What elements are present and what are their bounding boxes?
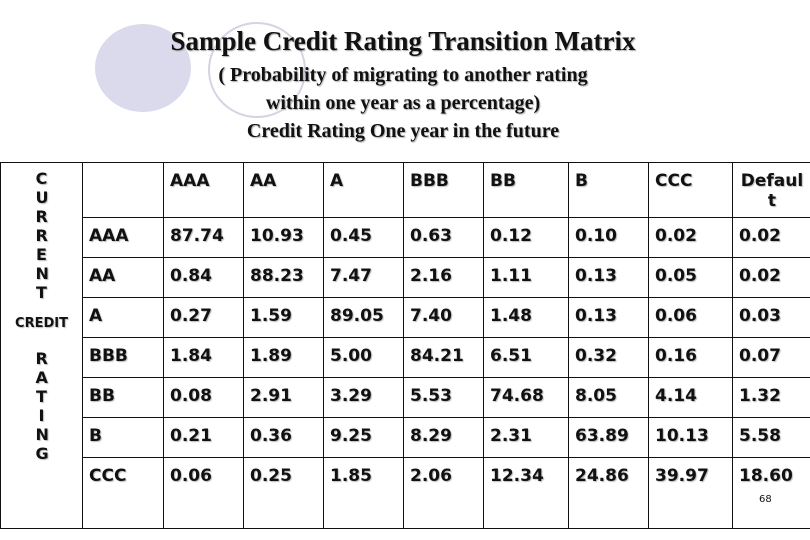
column-header: AA: [243, 162, 324, 218]
table-cell: 0.07: [732, 337, 810, 378]
table-cell: 0.08: [163, 377, 244, 418]
table-cell: 0.36: [243, 417, 324, 458]
cell-value: 18.60: [739, 466, 793, 486]
table-cell: 3.29: [323, 377, 404, 418]
table-row: A 0.27 1.59 89.05 7.40 1.48 0.13 0.06 0.03: [1, 297, 810, 338]
column-header: BB: [483, 162, 569, 218]
column-header: CCC: [648, 162, 733, 218]
table-cell: 8.29: [403, 417, 484, 458]
table-cell: 0.12: [483, 217, 569, 258]
table-cell: 5.58: [732, 417, 810, 458]
transition-matrix-table: CURRENT CREDIT RATING AAA AA A BBB BB B CCC Defaul…: [0, 162, 810, 529]
table-cell: 1.89: [243, 337, 324, 378]
table-cell: 0.13: [568, 257, 649, 298]
table-row: AA 0.84 88.23 7.47 2.16 1.11 0.13 0.05 0.02: [1, 257, 810, 298]
table-cell: 8.05: [568, 377, 649, 418]
table-cell: 74.68: [483, 377, 569, 418]
table-cell: 10.13: [648, 417, 733, 458]
column-header: A: [323, 162, 404, 218]
table-cell: 10.93: [243, 217, 324, 258]
table-cell: 0.25: [243, 457, 324, 529]
table-cell: 2.06: [403, 457, 484, 529]
table-cell: 0.27: [163, 297, 244, 338]
table-cell: 1.85: [323, 457, 404, 529]
table-cell: 0.02: [648, 217, 733, 258]
row-label: A: [82, 297, 164, 338]
table-row: BB 0.08 2.91 3.29 5.53 74.68 8.05 4.14 1.32: [1, 377, 810, 418]
side-label: CURRENT CREDIT RATING: [0, 162, 83, 529]
table-cell: 0.02: [732, 217, 810, 258]
table-cell: 39.97: [648, 457, 733, 529]
table-cell: 0.03: [732, 297, 810, 338]
table-cell: 2.31: [483, 417, 569, 458]
table-cell: 5.00: [323, 337, 404, 378]
subtitle-line-1: ( Probability of migrating to another ra…: [218, 64, 588, 86]
table-cell: 7.40: [403, 297, 484, 338]
column-header: AAA: [163, 162, 244, 218]
table-cell: 0.06: [163, 457, 244, 529]
table-cell: 9.25: [323, 417, 404, 458]
table-cell: 0.21: [163, 417, 244, 458]
table-cell: 0.63: [403, 217, 484, 258]
table-cell: 1.11: [483, 257, 569, 298]
decorative-outline-circle: [208, 22, 306, 118]
table-cell: 0.02: [732, 257, 810, 298]
column-header: B: [568, 162, 649, 218]
table-cell: 89.05: [323, 297, 404, 338]
decorative-filled-circle: [95, 24, 191, 112]
table-cell: 88.23: [243, 257, 324, 298]
table-cell: 24.86: [568, 457, 649, 529]
table-cell: 18.60 68: [732, 457, 810, 529]
table-cell: 0.13: [568, 297, 649, 338]
table-row: BBB 1.84 1.89 5.00 84.21 6.51 0.32 0.16 0.07: [1, 337, 810, 378]
table-cell: 12.34: [483, 457, 569, 529]
slide-title: Sample Credit Rating Transition Matrix: [170, 26, 636, 56]
table-cell: 5.53: [403, 377, 484, 418]
table-cell: 2.16: [403, 257, 484, 298]
table-cell: 7.47: [323, 257, 404, 298]
header-row: CURRENT CREDIT RATING AAA AA A BBB BB B CCC Defaul…: [0, 162, 810, 529]
table-cell: 4.14: [648, 377, 733, 418]
table-cell: 0.32: [568, 337, 649, 378]
column-header: BBB: [403, 162, 484, 218]
row-label: CCC: [82, 457, 164, 529]
table-row: AAA 87.74 10.93 0.45 0.63 0.12 0.10 0.02 0.02: [1, 217, 810, 258]
table-row: B 0.21 0.36 9.25 8.29 2.31 63.89 10.13 5.58: [1, 417, 810, 458]
table-cell: 0.84: [163, 257, 244, 298]
row-label: AA: [82, 257, 164, 298]
row-label: BB: [82, 377, 164, 418]
page-number: 68: [759, 494, 772, 505]
table-cell: 0.05: [648, 257, 733, 298]
table-cell: 1.48: [483, 297, 569, 338]
subtitle-line-3: Credit Rating One year in the future: [246, 120, 560, 142]
table-cell: 6.51: [483, 337, 569, 378]
table-cell: 87.74: [163, 217, 244, 258]
side-label-rating: RATING: [35, 349, 49, 463]
row-label: AAA: [82, 217, 164, 258]
table-cell: 63.89: [568, 417, 649, 458]
column-header-line: Defaul: [740, 171, 804, 191]
column-header-line: t: [767, 191, 777, 211]
table-cell: 0.06: [648, 297, 733, 338]
corner-cell: [82, 162, 164, 218]
table-row: CCC 0.06 0.25 1.85 2.06 12.34 24.86 39.97 18.60 6…: [1, 457, 810, 529]
row-label: BBB: [82, 337, 164, 378]
table-cell: 84.21: [403, 337, 484, 378]
table-cell: 0.16: [648, 337, 733, 378]
table-cell: 1.84: [163, 337, 244, 378]
table-cell: 0.10: [568, 217, 649, 258]
side-label-credit: CREDIT: [15, 316, 68, 331]
subtitle-line-2: within one year as a percentage): [265, 92, 541, 114]
table-cell: 1.32: [732, 377, 810, 418]
table-cell: 2.91: [243, 377, 324, 418]
table-cell: 1.59: [243, 297, 324, 338]
table-cell: 0.45: [323, 217, 404, 258]
row-label: B: [82, 417, 164, 458]
column-header-default: Defaul t: [732, 162, 810, 218]
side-label-current: CURRENT: [35, 169, 49, 302]
